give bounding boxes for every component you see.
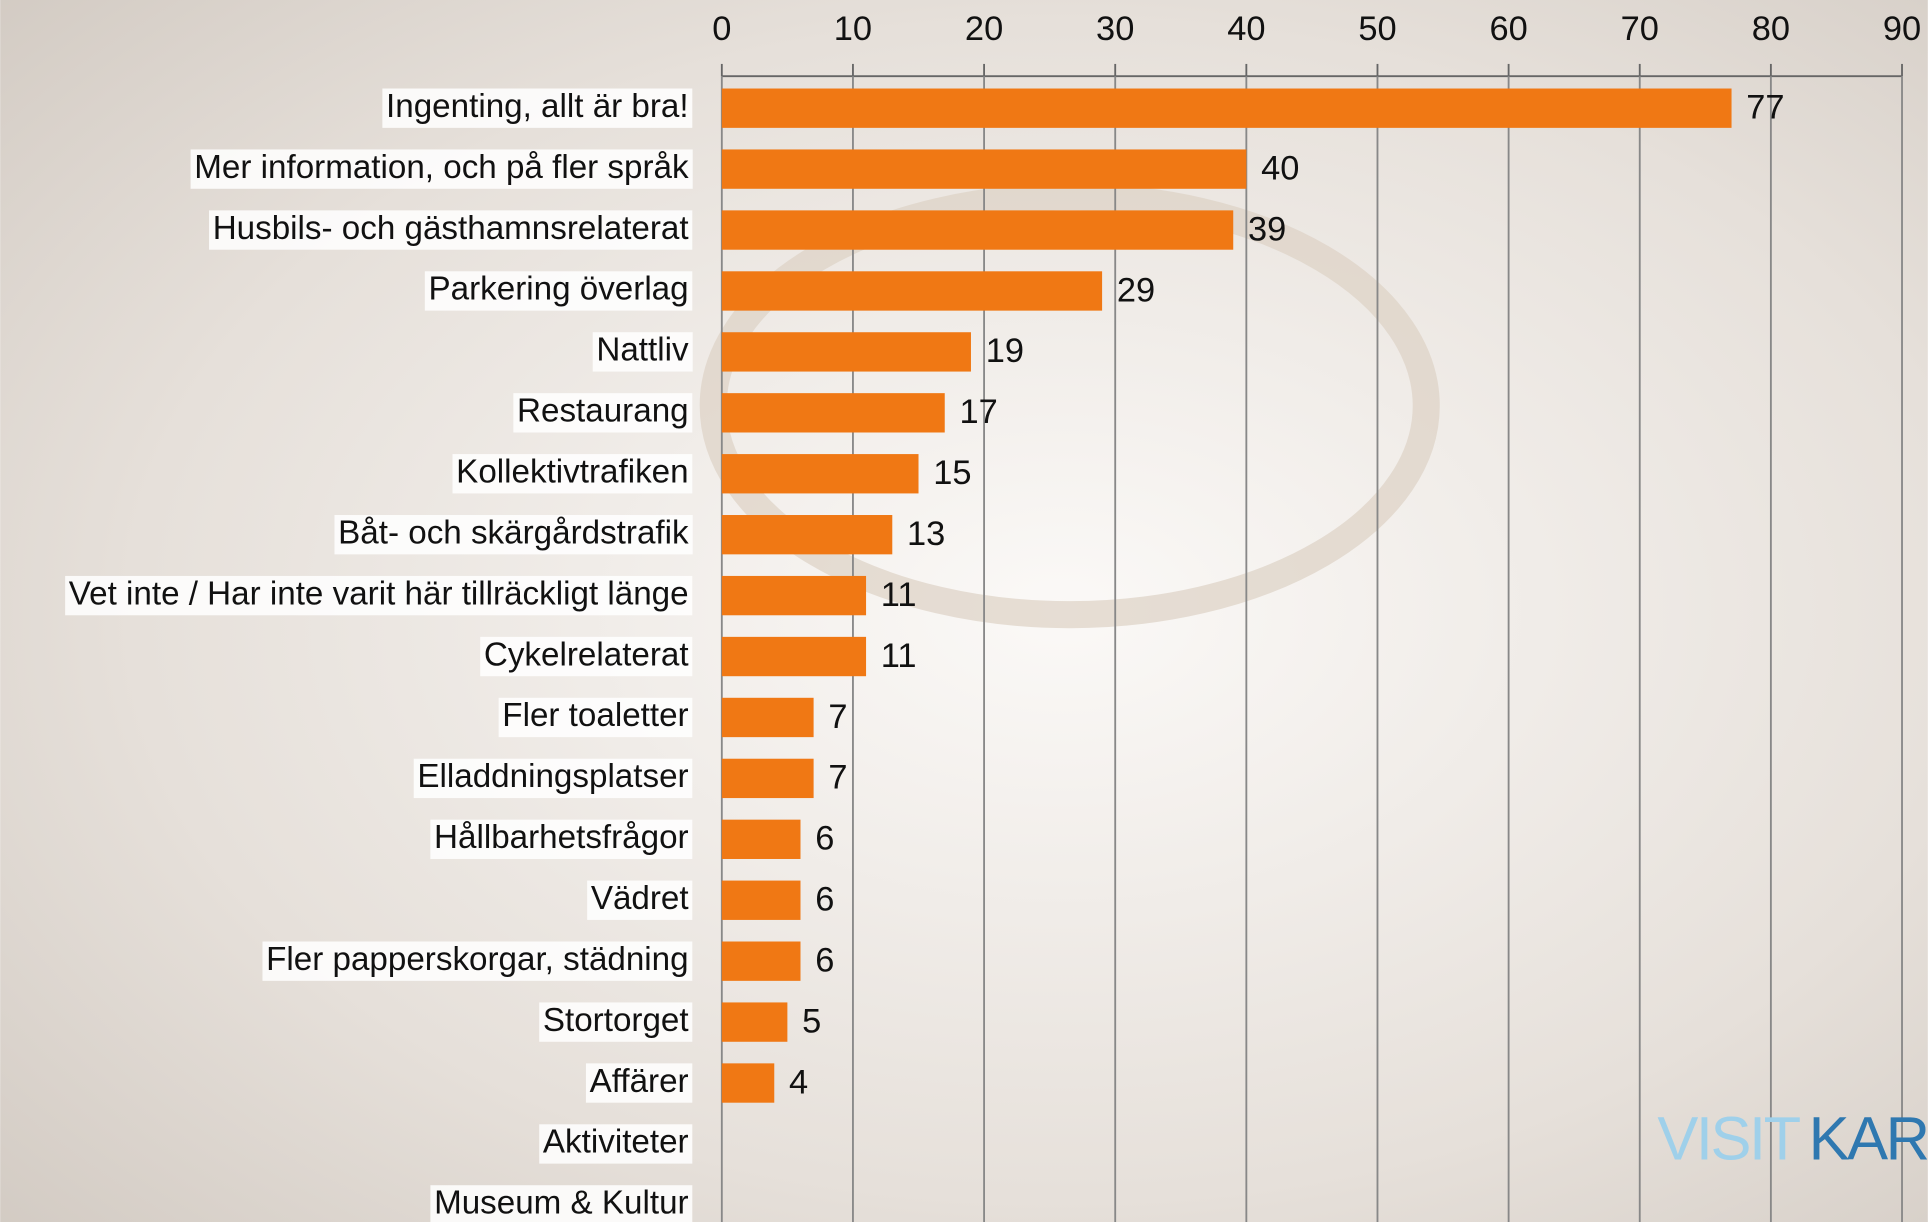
value-label: 6	[815, 881, 834, 919]
glasses-decoration	[699, 183, 1440, 629]
label-background	[452, 454, 693, 494]
y-tick-label: Fler papperskorgar, städning	[266, 941, 688, 978]
bar	[721, 880, 801, 920]
y-tick-label: Museum & Kultur	[434, 1185, 689, 1222]
value-label: 11	[881, 576, 917, 614]
y-tick-label: Ingenting, allt är bra!	[386, 88, 689, 125]
bar	[721, 393, 945, 433]
y-tick-label: Parkering överlag	[429, 271, 689, 308]
label-background	[498, 697, 693, 738]
label-background	[190, 149, 693, 189]
value-label: 19	[986, 332, 1024, 370]
value-label: 13	[907, 515, 945, 553]
label-background	[592, 332, 693, 372]
y-tick-label: Affärer	[590, 1063, 689, 1100]
y-tick-label: Restaurang	[517, 393, 689, 430]
brand-part: VISIT	[1657, 1105, 1800, 1174]
x-tick-label: 0	[712, 10, 731, 48]
y-tick-label: Hållbarhetsfrågor	[434, 819, 689, 856]
label-background	[513, 393, 693, 433]
label-background	[587, 880, 693, 920]
label-background	[539, 1002, 693, 1042]
value-label: 15	[933, 454, 971, 492]
bar	[721, 271, 1103, 311]
label-background	[424, 271, 693, 311]
y-tick-label: Aktiviteter	[543, 1124, 689, 1161]
label-background	[413, 758, 693, 799]
value-label: 40	[1261, 149, 1299, 187]
x-tick-label: 90	[1883, 10, 1921, 48]
bar	[721, 515, 893, 555]
y-tick-label: Mer information, och på fler språk	[194, 149, 689, 186]
value-label: 77	[1746, 89, 1784, 127]
bar	[721, 1063, 775, 1103]
x-tick-label: 30	[1096, 10, 1134, 48]
value-label: 5	[802, 1002, 821, 1040]
x-tick-label: 10	[834, 10, 872, 48]
label-background	[585, 1063, 693, 1103]
x-tick-label: 70	[1621, 10, 1659, 48]
y-tick-label: Nattliv	[596, 332, 689, 369]
value-label: 39	[1248, 210, 1286, 248]
label-background	[382, 88, 693, 128]
y-tick-label: Cykelrelaterat	[484, 636, 689, 673]
bar	[721, 454, 919, 494]
x-tick-label: 20	[965, 10, 1003, 48]
x-tick-label: 60	[1489, 10, 1527, 48]
bar	[721, 210, 1234, 250]
y-tick-label: Båt- och skärgårdstrafik	[338, 514, 689, 551]
value-label: 11	[881, 637, 917, 675]
labels: Ingenting, allt är bra! Mer information, …	[65, 88, 693, 1222]
y-tick-label: Kollektivtrafiken	[456, 454, 688, 491]
bar	[721, 88, 1732, 128]
x-tick-label: 80	[1752, 10, 1790, 48]
y-tick-label: Elladdningsplatser	[417, 758, 688, 795]
label-background	[539, 1124, 693, 1164]
bar	[721, 941, 801, 981]
bar	[721, 758, 814, 799]
brand-part: KAR	[1809, 1105, 1928, 1174]
x-tick-label: 50	[1358, 10, 1396, 48]
bar	[721, 332, 971, 372]
bar	[721, 697, 814, 738]
value-label: 6	[815, 820, 834, 858]
value-label: 7	[828, 759, 847, 797]
value-label: 29	[1117, 271, 1155, 309]
y-tick-label: Vet inte / Har inte varit här tillräckli…	[69, 575, 689, 612]
y-tick-label: Fler toaletter	[502, 697, 688, 734]
label-background	[430, 819, 693, 859]
label-background	[65, 575, 693, 616]
y-tick-label: Vädret	[591, 880, 689, 917]
value-label: 17	[959, 393, 997, 431]
value-label: 4	[789, 1063, 808, 1101]
y-tick-label: Husbils- och gästhamnsrelaterat	[213, 210, 689, 247]
bar	[721, 575, 867, 616]
bar	[721, 636, 867, 677]
bar	[721, 149, 1247, 189]
value-label: 6	[815, 941, 834, 979]
label-background	[262, 941, 693, 981]
label-background	[480, 636, 693, 677]
bar	[721, 1002, 788, 1042]
label-background	[209, 210, 693, 250]
bar	[721, 819, 801, 859]
value-label: 7	[828, 698, 847, 736]
brand: VISIT KAR	[1657, 1105, 1927, 1174]
label-background	[430, 1185, 693, 1222]
label-background	[334, 515, 693, 555]
y-tick-label: Stortorget	[543, 1002, 689, 1039]
x-tick-label: 40	[1227, 10, 1265, 48]
